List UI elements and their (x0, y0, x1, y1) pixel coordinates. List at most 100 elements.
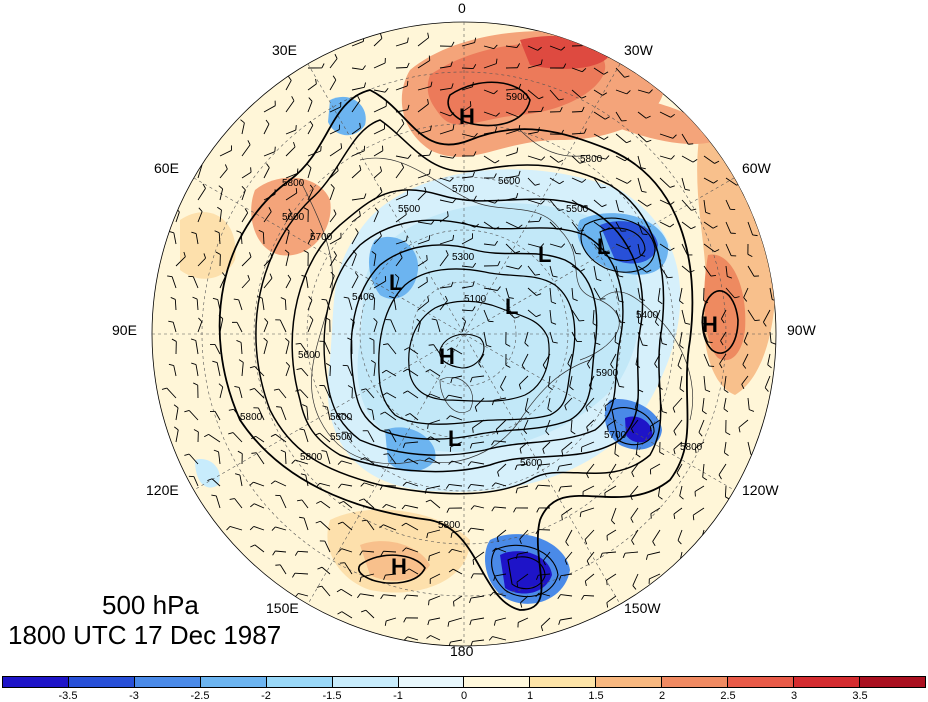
wind-barb (351, 86, 365, 91)
wind-barb-flag (580, 268, 586, 272)
wind-barb-flag (402, 481, 407, 486)
wind-barb (307, 125, 314, 135)
wind-barb (408, 458, 419, 465)
wind-barb-flag (429, 125, 432, 131)
wind-barb-flag (355, 228, 359, 233)
wind-barb (650, 463, 661, 470)
colorbar-segment (859, 677, 925, 687)
wind-barb-flag (240, 119, 245, 124)
wind-barb (254, 388, 265, 399)
wind-barb-flag (380, 551, 384, 556)
wind-barb (297, 550, 309, 553)
wind-barb (608, 463, 617, 476)
wind-barb (549, 243, 562, 248)
wind-barb (723, 375, 727, 390)
wind-barb (211, 478, 221, 487)
wind-barb (254, 544, 265, 553)
wind-barb-flag (249, 365, 255, 369)
wind-barb-flag (536, 293, 542, 296)
wind-barb-flag (654, 363, 658, 369)
wind-barb (275, 433, 287, 443)
wind-barb (373, 128, 385, 135)
wind-barb (570, 419, 573, 432)
wind-barb-flag (638, 389, 644, 393)
wind-barb-flag (734, 296, 740, 299)
wind-barb-flag (369, 337, 375, 341)
wind-barb (417, 281, 428, 289)
wind-barb-flag (451, 41, 455, 47)
wind-barb (549, 89, 560, 101)
contour-label: 5500 (330, 432, 353, 443)
wind-barb (340, 588, 353, 597)
wind-barb (195, 364, 199, 377)
wind-barb-flag (631, 540, 635, 545)
contour-label: 5500 (566, 204, 589, 215)
wind-barb-flag (713, 179, 718, 184)
wind-barb-flag (403, 347, 409, 351)
wind-barb-flag (270, 433, 276, 437)
wind-barb (703, 243, 715, 253)
wind-barb-flag (670, 201, 675, 206)
wind-barb (451, 548, 463, 553)
wind-barb-flag (540, 106, 544, 112)
contour-label: 5600 (498, 176, 521, 187)
wind-barb (659, 221, 671, 228)
wind-barb-flag (469, 620, 472, 626)
wind-barb-flag (749, 409, 755, 412)
wind-barb-flag (702, 476, 708, 481)
wind-barb (386, 392, 397, 399)
wind-barb-flag (426, 635, 431, 639)
wind-barb-flag (370, 359, 376, 364)
wind-barb-flag (249, 481, 254, 486)
wind-barb (306, 406, 309, 421)
wind-barb (384, 411, 397, 421)
wind-barb-flag (357, 593, 361, 599)
wind-barb-flag (407, 154, 412, 159)
wind-barb (470, 527, 485, 531)
longitude-label-60w: 60W (742, 160, 771, 176)
wind-barb (672, 397, 683, 409)
wind-barb (496, 529, 507, 538)
wind-barb-flag (373, 318, 378, 323)
contour-label: 5800 (240, 412, 263, 423)
wind-barb-flag (714, 249, 720, 253)
high-center-marker: H (459, 104, 475, 129)
wind-barb-flag (519, 448, 522, 454)
wind-barb (241, 256, 252, 267)
wind-barb-flag (535, 484, 539, 490)
wind-barb-flag (367, 408, 373, 411)
wind-barb-flag (192, 296, 198, 300)
wind-barb-flag (707, 341, 713, 344)
wind-barb (241, 189, 246, 201)
wind-barb-flag (428, 344, 434, 346)
wind-barb (195, 233, 199, 245)
wind-barb (549, 199, 560, 211)
wind-barb-flag (642, 344, 648, 347)
wind-barb-flag (431, 318, 437, 321)
wind-barb-flag (586, 560, 590, 566)
wind-barb (348, 297, 353, 311)
wind-barb (495, 482, 507, 487)
colorbar-tick-label: -1 (393, 690, 403, 702)
wind-barb-flag (534, 273, 541, 276)
wind-barb-flag (299, 428, 305, 431)
wind-barb-flag (472, 427, 474, 433)
wind-barb-flag (561, 450, 564, 456)
longitude-label-150w: 150W (624, 600, 661, 616)
wind-barb-flag (705, 211, 711, 215)
wind-barb (351, 127, 361, 135)
wind-barb (592, 309, 595, 324)
wind-barb (549, 309, 552, 323)
high-center-marker: H (439, 344, 455, 369)
wind-barb (329, 237, 342, 245)
wind-barb-flag (403, 636, 408, 641)
wind-barb (723, 397, 727, 409)
wind-barb-flag (670, 113, 675, 118)
wind-barb (614, 441, 617, 454)
wind-barb-flag (685, 322, 691, 325)
wind-barb (604, 485, 617, 494)
wind-barb (215, 495, 221, 509)
wind-barb-flag (542, 448, 545, 454)
wind-barb (175, 211, 180, 223)
wind-barb (659, 243, 671, 251)
